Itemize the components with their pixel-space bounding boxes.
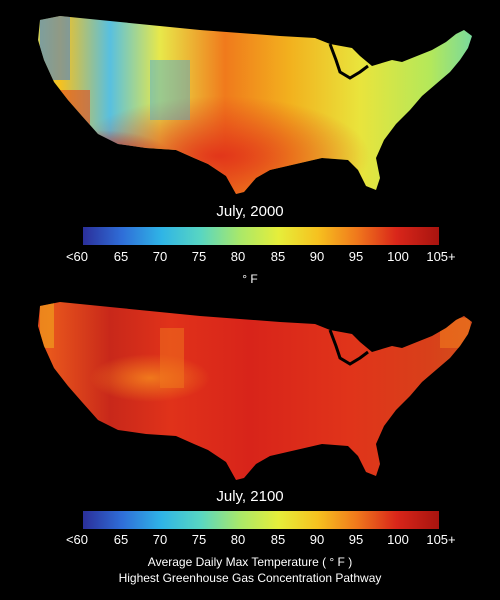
tick-label: 70 (152, 249, 168, 264)
colorbar-2-ticks: <60 65 70 75 80 85 90 95 100 105+ (0, 532, 500, 548)
great-lakes (328, 329, 369, 366)
unit-label: ° F (242, 272, 258, 286)
tick-label: 105+ (426, 249, 456, 264)
tick-label: 95 (348, 249, 364, 264)
tick-label: 75 (191, 532, 207, 547)
map-title-2100: July, 2100 (216, 488, 284, 505)
tick-label: 75 (191, 249, 207, 264)
tick-label: 90 (309, 249, 325, 264)
tick-label: 80 (230, 249, 246, 264)
map-july-2100 (0, 298, 500, 498)
caption-line-2: Highest Greenhouse Gas Concentration Pat… (118, 571, 382, 585)
tick-label: <60 (65, 532, 89, 547)
us-temperature-map-2100 (38, 302, 472, 480)
map-july-2000 (0, 0, 500, 200)
tick-label: 65 (113, 249, 129, 264)
tick-label: <60 (65, 249, 89, 264)
colorbar-1 (83, 227, 439, 245)
caption-line-1: Average Daily Max Temperature ( ° F ) (147, 555, 353, 569)
colorbar-1-ticks: <60 65 70 75 80 85 90 95 100 105+ (0, 249, 500, 265)
caption: Average Daily Max Temperature ( ° F ) Hi… (0, 554, 500, 586)
tick-label: 85 (270, 249, 286, 264)
tick-label: 105+ (426, 532, 456, 547)
map-title-2000: July, 2000 (216, 203, 284, 220)
great-lakes (328, 43, 369, 80)
tick-label: 100 (387, 532, 409, 547)
us-temperature-map-2000 (38, 16, 472, 194)
tick-label: 90 (309, 532, 325, 547)
tick-label: 100 (387, 249, 409, 264)
tick-label: 65 (113, 532, 129, 547)
tick-label: 80 (230, 532, 246, 547)
tick-label: 85 (270, 532, 286, 547)
tick-label: 70 (152, 532, 168, 547)
colorbar-2 (83, 511, 439, 529)
tick-label: 95 (348, 532, 364, 547)
